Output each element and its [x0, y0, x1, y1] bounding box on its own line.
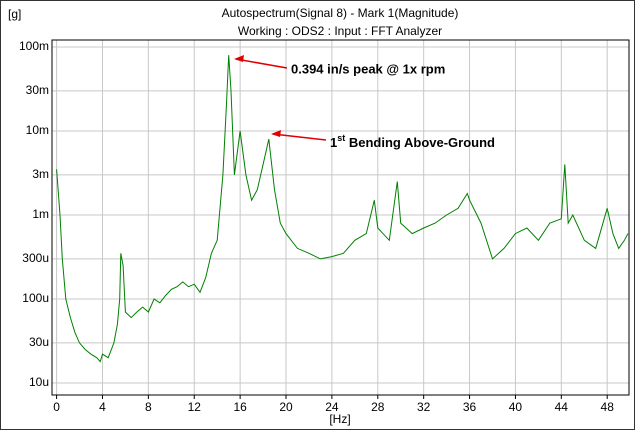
x-tick-label: 40 — [509, 400, 523, 414]
y-tick-label: 1m — [32, 207, 49, 221]
x-tick-label: 0 — [53, 400, 60, 414]
y-tick-label: 30m — [26, 83, 49, 97]
y-tick-label: 300u — [22, 251, 49, 265]
x-tick-label: 12 — [188, 400, 202, 414]
y-tick-label: 3m — [32, 167, 49, 181]
y-tick-label: 10u — [29, 375, 49, 389]
x-tick-label: 28 — [371, 400, 385, 414]
annotation: 0.394 in/s peak @ 1x rpm — [291, 61, 445, 76]
y-tick-label: 30u — [29, 335, 49, 349]
annotations: 0.394 in/s peak @ 1x rpm 1st Bending Abo… — [234, 55, 495, 150]
annotation-part: 1 — [330, 135, 337, 150]
arrowhead — [271, 130, 281, 137]
y-tick-label: 100u — [22, 291, 49, 305]
x-tick-label: 36 — [463, 400, 477, 414]
plot-frame — [51, 39, 630, 396]
x-tick-label: 8 — [145, 400, 152, 414]
y-axis-label: [g] — [8, 7, 21, 21]
x-tick-label: 48 — [601, 400, 615, 414]
x-tick-label: 32 — [417, 400, 431, 414]
annotation-sup: st — [337, 133, 345, 143]
x-tick-label: 4 — [99, 400, 106, 414]
y-tick-label: 10m — [26, 123, 49, 137]
arrowhead — [234, 55, 244, 62]
x-tick-label: 20 — [279, 400, 293, 414]
x-tick-label: 24 — [325, 400, 339, 414]
y-tick-label: 100m — [19, 39, 49, 53]
plot — [56, 55, 629, 363]
series-line — [56, 55, 629, 363]
x-tick-label: 16 — [233, 400, 247, 414]
x-tick-label: 44 — [555, 400, 569, 414]
arrow — [235, 58, 288, 69]
chart-subtitle: Working : ODS2 : Input : FFT Analyzer — [238, 24, 442, 38]
chart-title: Autospectrum(Signal 8) - Mark 1(Magnitud… — [222, 6, 459, 20]
arrow — [272, 133, 327, 141]
x-axis-label: [Hz] — [329, 412, 350, 426]
annotation: 1st Bending Above-Ground — [330, 133, 495, 150]
annotation-part: Bending Above-Ground — [345, 135, 495, 150]
